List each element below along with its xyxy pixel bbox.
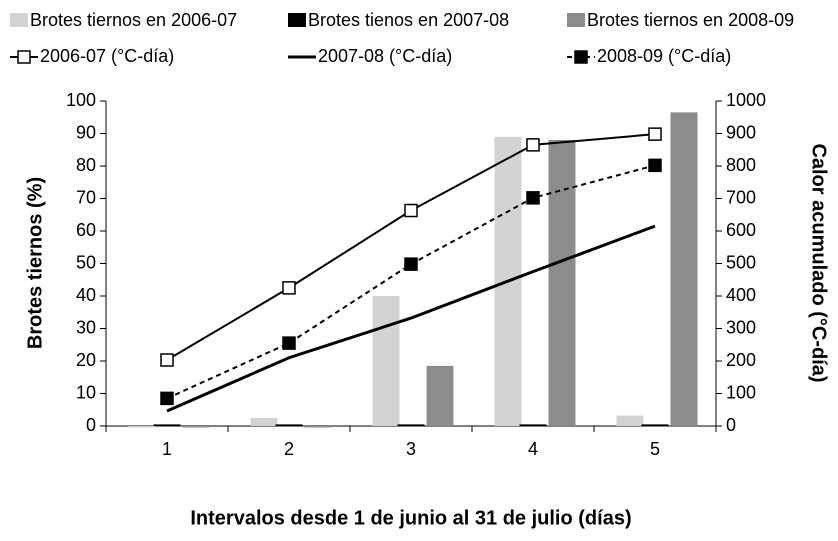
- y-tick-label: 10: [76, 382, 96, 402]
- bar: [275, 424, 303, 426]
- y-tick-label: 0: [86, 415, 96, 435]
- y-tick-label: 60: [76, 220, 96, 240]
- legend-label: Brotes tiernos en 2008-09: [587, 10, 794, 30]
- marker: [648, 127, 662, 141]
- marker: [160, 391, 174, 406]
- bar: [397, 424, 425, 426]
- bar: [641, 424, 669, 426]
- x-tick-label: 4: [528, 439, 538, 459]
- y2-tick-label: 900: [726, 122, 756, 142]
- legend-marker: [17, 50, 31, 64]
- marker: [526, 191, 540, 205]
- bar: [128, 426, 156, 428]
- y-tick-label: 90: [76, 122, 96, 142]
- bar: [426, 365, 454, 426]
- bar: [250, 417, 278, 426]
- y2-tick-label: 0: [726, 415, 736, 435]
- y-tick-label: 50: [76, 252, 96, 272]
- y-tick-label: 70: [76, 187, 96, 207]
- y-tick-label: 100: [66, 90, 96, 110]
- bar: [153, 424, 181, 426]
- legend-label: 2006-07 (°C-día): [40, 46, 174, 66]
- marker: [282, 281, 296, 295]
- bar: [670, 112, 698, 426]
- legend-swatch: [567, 13, 585, 27]
- y2-tick-label: 1000: [726, 90, 766, 110]
- y2-tick-label: 600: [726, 220, 756, 240]
- y2-tick-label: 300: [726, 317, 756, 337]
- legend-swatch: [10, 13, 28, 27]
- x-axis-title: Intervalos desde 1 de junio al 31 de jul…: [190, 507, 631, 529]
- bar: [372, 296, 400, 426]
- y2-axis-title: Calor acumulado (°C-día): [808, 143, 830, 382]
- y2-tick-label: 800: [726, 155, 756, 175]
- marker: [282, 336, 296, 350]
- legend-swatch: [288, 13, 306, 27]
- bar: [548, 140, 576, 426]
- y-axis-title: Brotes tiernos (%): [24, 177, 46, 349]
- bar: [616, 415, 644, 426]
- legend-label: Brotes tiernos en 2006-07: [30, 10, 237, 30]
- legend-label: Brotes tienos en 2007-08: [308, 10, 509, 30]
- line: [166, 133, 656, 361]
- line: [166, 164, 656, 400]
- y-tick-label: 80: [76, 155, 96, 175]
- y2-tick-label: 400: [726, 285, 756, 305]
- bar: [519, 424, 547, 426]
- y2-tick-label: 200: [726, 350, 756, 370]
- bar: [304, 426, 332, 428]
- legend-label: 2007-08 (°C-día): [318, 46, 452, 66]
- line: [166, 224, 656, 413]
- marker: [648, 158, 662, 173]
- legend-label: 2008-09 (°C-día): [597, 46, 731, 66]
- legend-marker: [574, 50, 588, 64]
- bar: [182, 426, 210, 428]
- y2-tick-label: 100: [726, 382, 756, 402]
- x-tick-label: 5: [650, 439, 660, 459]
- x-tick-label: 3: [406, 439, 416, 459]
- y-tick-label: 20: [76, 350, 96, 370]
- y-tick-label: 40: [76, 285, 96, 305]
- marker: [526, 138, 540, 152]
- marker: [404, 257, 418, 271]
- y2-tick-label: 700: [726, 187, 756, 207]
- x-tick-label: 2: [284, 439, 294, 459]
- y2-tick-label: 500: [726, 252, 756, 272]
- marker: [404, 203, 418, 218]
- x-tick-label: 1: [162, 439, 172, 459]
- marker: [160, 353, 174, 367]
- y-tick-label: 30: [76, 317, 96, 337]
